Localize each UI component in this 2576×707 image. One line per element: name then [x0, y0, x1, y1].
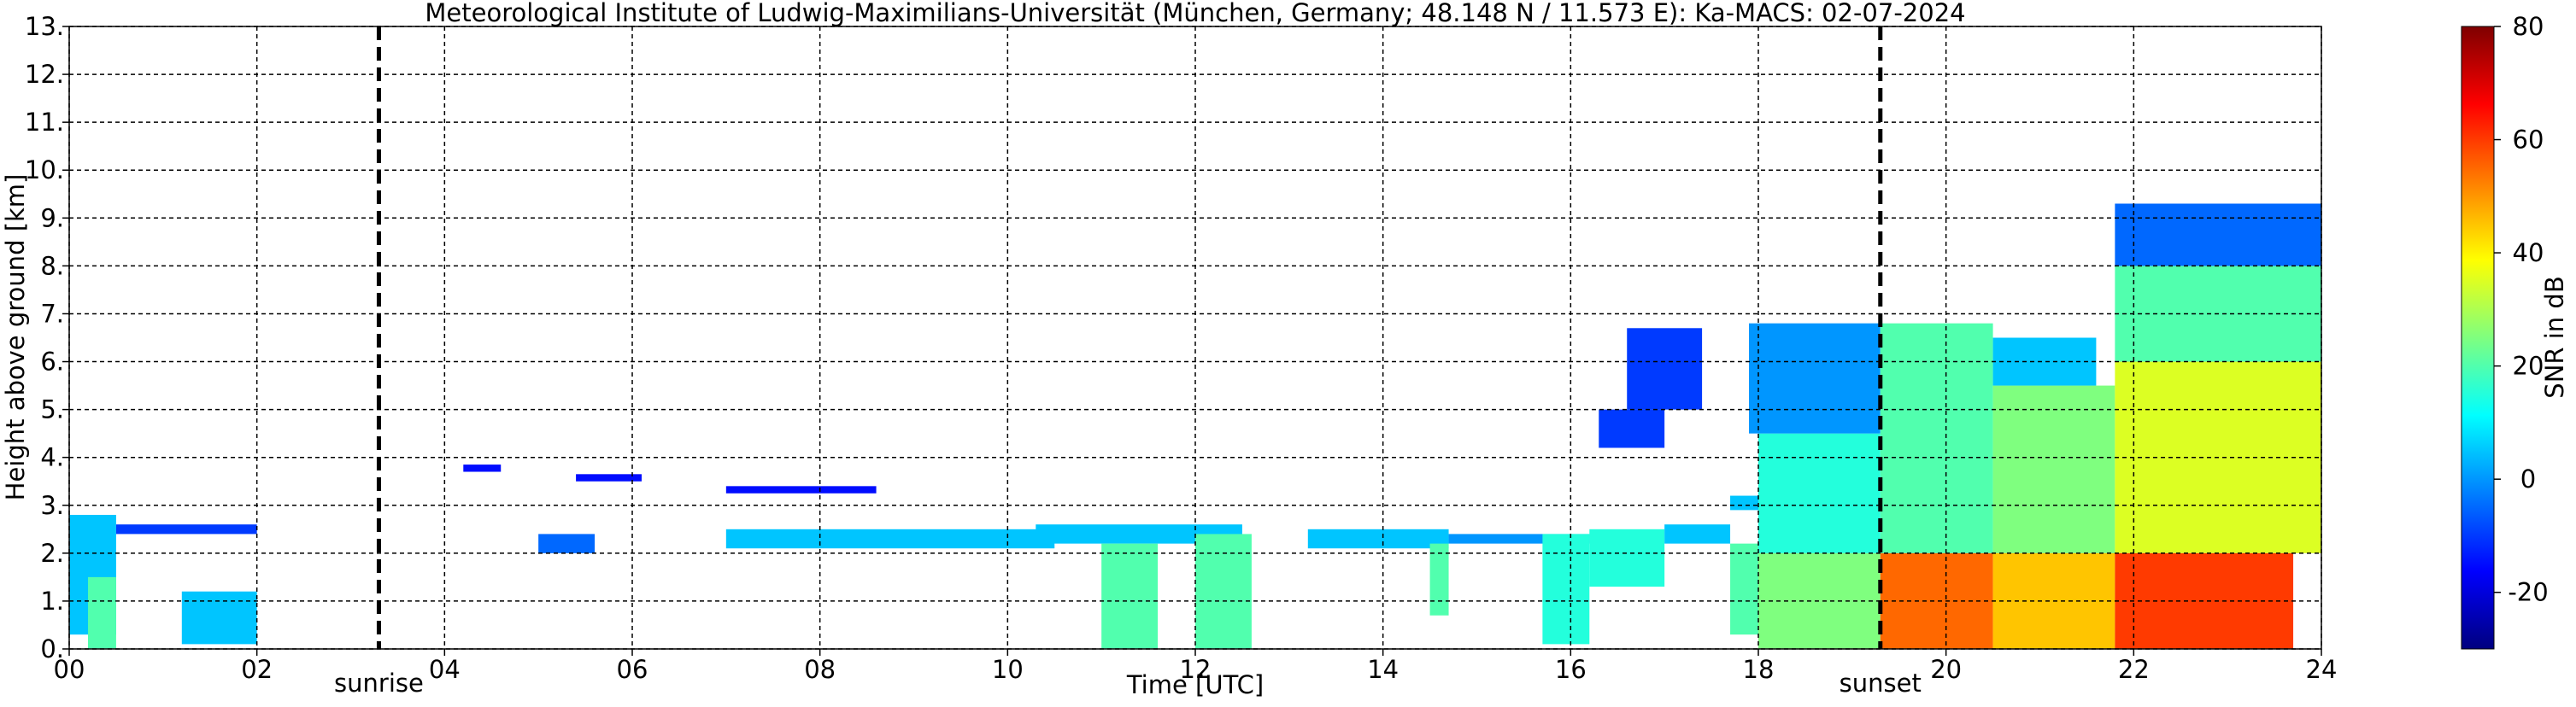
x-tick-label: 14	[1367, 655, 1399, 684]
radar-echo	[1448, 534, 1590, 544]
radar-echo	[1307, 529, 1449, 549]
colorbar-tick-label: 60	[2513, 126, 2544, 155]
y-tick-label: 12.	[25, 60, 64, 89]
radar-echo	[725, 529, 1055, 549]
colorbar-tick-label: -20	[2508, 578, 2548, 607]
colorbar-tick-label: 20	[2513, 352, 2544, 381]
radar-echo	[1730, 543, 1758, 635]
radar-echo	[1627, 328, 1703, 410]
y-tick-label: 13.	[25, 12, 64, 41]
y-tick-label: 5.	[40, 395, 64, 424]
radar-echo	[1036, 524, 1242, 544]
y-tick-label: 3.	[40, 491, 64, 520]
radar-echo	[181, 591, 257, 645]
radar-echo	[538, 534, 596, 553]
x-tick-label: 12	[1180, 655, 1212, 684]
x-tick-label: 20	[1930, 655, 1962, 684]
radar-echo	[1429, 543, 1449, 616]
y-tick-label: 9.	[40, 203, 64, 232]
radar-echo	[1195, 534, 1252, 649]
x-tick-label: 22	[2118, 655, 2150, 684]
radar-echo	[115, 524, 257, 535]
event-label: sunrise	[334, 669, 424, 698]
x-axis-label: Time [UTC]	[1126, 670, 1264, 699]
x-tick-label: 10	[992, 655, 1024, 684]
y-axis-label: Height above ground [km]	[1, 174, 30, 501]
x-tick-label: 04	[429, 655, 461, 684]
y-tick-label: 7.	[40, 299, 64, 328]
radar-echo	[87, 576, 116, 649]
y-tick-label: 4.	[40, 443, 64, 472]
y-tick-label: 0.	[40, 634, 64, 663]
chart-title: Meteorological Institute of Ludwig-Maxim…	[425, 0, 1965, 27]
y-tick-label: 2.	[40, 539, 64, 568]
y-tick-label: 11.	[25, 108, 64, 137]
colorbar-label: SNR in dB	[2540, 276, 2569, 398]
x-tick-label: 24	[2306, 655, 2338, 684]
colorbar-tick-label: 80	[2513, 12, 2544, 41]
radar-echo	[725, 486, 877, 494]
radar-echo	[1880, 323, 1993, 553]
y-tick-label: 6.	[40, 348, 64, 377]
y-tick-label: 10.	[25, 155, 64, 184]
plot-frame	[68, 26, 2322, 650]
radar-echo	[1599, 409, 1665, 448]
y-tick-label: 8.	[40, 251, 64, 280]
colorbar-tick-label: 0	[2520, 465, 2536, 494]
radar-echo	[2115, 203, 2321, 266]
radar-echo	[1992, 385, 2115, 553]
radar-echo	[1542, 534, 1590, 645]
radar-echo	[1880, 552, 1993, 649]
x-tick-label: 16	[1555, 655, 1587, 684]
x-tick-label: 06	[617, 655, 648, 684]
colorbar	[2461, 26, 2495, 650]
radar-echo	[1758, 433, 1881, 553]
radar-echo	[1664, 524, 1731, 544]
event-label: sunset	[1840, 669, 1922, 698]
y-tick-label: 1.	[40, 587, 64, 616]
radar-echo	[1749, 323, 1881, 434]
x-tick-label: 00	[54, 655, 85, 684]
radar-echo	[1589, 529, 1665, 587]
x-tick-label: 02	[241, 655, 273, 684]
radar-echo	[1101, 543, 1159, 649]
x-tick-label: 08	[804, 655, 836, 684]
radar-echo	[576, 474, 642, 482]
colorbar-tick-label: 40	[2513, 238, 2544, 267]
radar-echo	[463, 465, 502, 472]
x-tick-label: 18	[1743, 655, 1775, 684]
